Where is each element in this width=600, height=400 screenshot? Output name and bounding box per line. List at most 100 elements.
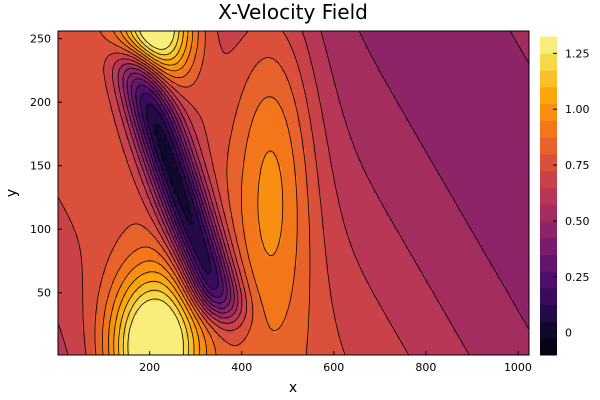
field-cell <box>209 116 215 122</box>
field-cell <box>309 130 315 136</box>
field-cell <box>245 98 251 104</box>
field-cell <box>185 58 191 64</box>
field-cell <box>261 202 267 208</box>
field-cell <box>325 247 331 253</box>
field-cell <box>129 301 135 307</box>
field-cell <box>101 224 107 230</box>
field-cell <box>157 260 163 266</box>
field-cell <box>177 328 183 334</box>
field-cell <box>169 112 175 118</box>
field-cell <box>213 206 219 212</box>
field-cell <box>325 319 331 325</box>
field-cell <box>305 247 311 253</box>
field-cell <box>217 80 223 86</box>
field-cell <box>125 260 131 266</box>
field-cell <box>173 224 179 230</box>
field-cell <box>58 251 63 257</box>
field-cell <box>225 193 231 199</box>
field-cell <box>101 278 107 284</box>
field-cell <box>101 89 107 95</box>
field-cell <box>65 332 71 338</box>
field-cell <box>105 40 111 46</box>
field-cell <box>97 202 103 208</box>
field-cell <box>89 251 95 257</box>
field-cell <box>253 58 259 64</box>
field-cell <box>245 206 251 212</box>
field-cell <box>181 260 187 266</box>
field-cell <box>321 76 327 82</box>
field-cell <box>273 125 279 131</box>
field-cell <box>265 314 271 320</box>
field-cell <box>101 283 107 289</box>
field-cell <box>225 71 231 77</box>
field-cell <box>309 76 315 82</box>
field-cell <box>161 166 167 172</box>
field-cell <box>129 152 135 158</box>
field-cell <box>137 220 143 226</box>
field-cell <box>193 229 199 235</box>
field-cell <box>129 274 135 280</box>
field-cell <box>273 49 279 55</box>
field-cell <box>185 247 191 253</box>
field-cell <box>297 337 303 343</box>
field-cell <box>137 121 143 127</box>
field-cell <box>285 58 291 64</box>
field-cell <box>105 170 111 176</box>
field-cell <box>101 161 107 167</box>
field-cell <box>141 179 147 185</box>
field-cell <box>109 278 115 284</box>
field-cell <box>58 125 63 131</box>
field-cell <box>177 233 183 239</box>
field-cell <box>241 98 247 104</box>
field-cell <box>69 166 75 172</box>
field-cell <box>237 85 243 91</box>
field-cell <box>113 301 119 307</box>
field-cell <box>297 98 303 104</box>
field-cell <box>213 188 219 194</box>
field-cell <box>333 229 339 235</box>
field-cell <box>165 229 171 235</box>
field-cell <box>293 80 299 86</box>
field-cell <box>313 238 319 244</box>
field-cell <box>185 229 191 235</box>
field-cell <box>85 116 91 122</box>
field-cell <box>225 202 231 208</box>
field-cell <box>297 305 303 311</box>
field-cell <box>177 269 183 275</box>
field-cell <box>81 319 87 325</box>
field-cell <box>109 256 115 262</box>
field-cell <box>197 256 203 262</box>
field-cell <box>69 206 75 212</box>
field-cell <box>185 134 191 140</box>
field-cell <box>317 350 323 355</box>
field-cell <box>193 94 199 100</box>
field-cell <box>229 80 235 86</box>
field-cell <box>321 265 327 271</box>
field-cell <box>285 233 291 239</box>
field-cell <box>229 98 235 104</box>
field-cell <box>205 125 211 131</box>
field-cell <box>249 269 255 275</box>
field-cell <box>277 229 283 235</box>
field-cell <box>225 121 231 127</box>
field-cell <box>301 193 307 199</box>
field-cell <box>281 328 287 334</box>
field-cell <box>289 310 295 316</box>
field-cell <box>149 35 155 41</box>
field-cell <box>77 202 83 208</box>
field-cell <box>137 301 143 307</box>
field-cell <box>277 224 283 230</box>
field-cell <box>121 238 127 244</box>
field-cell <box>69 341 75 347</box>
field-cell <box>58 44 63 50</box>
field-cell <box>269 157 275 163</box>
field-cell <box>73 35 79 41</box>
field-cell <box>165 301 171 307</box>
field-cell <box>189 314 195 320</box>
field-cell <box>297 71 303 77</box>
field-cell <box>205 229 211 235</box>
field-cell <box>105 260 111 266</box>
field-cell <box>61 157 67 163</box>
field-cell <box>141 323 147 329</box>
